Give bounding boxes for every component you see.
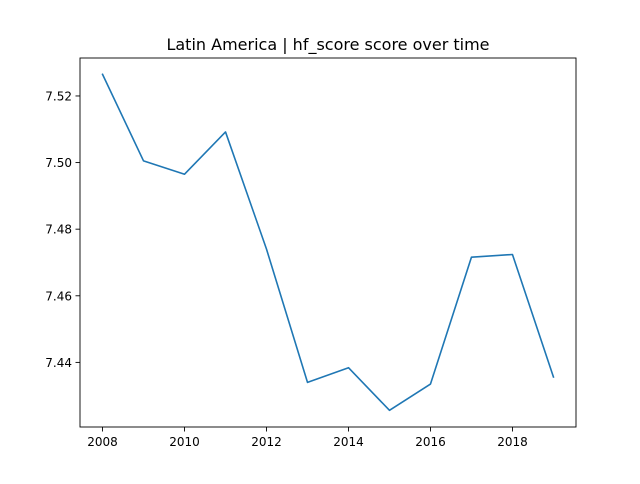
x-tick-label: 2014 — [333, 435, 364, 449]
y-tick-label: 7.52 — [45, 89, 72, 103]
x-tick-label: 2012 — [251, 435, 282, 449]
x-tick-label: 2016 — [415, 435, 446, 449]
series-line-0 — [101, 73, 555, 412]
y-tick-label: 7.44 — [45, 356, 72, 370]
x-tick-label: 2010 — [169, 435, 200, 449]
y-tick-label: 7.50 — [45, 156, 72, 170]
plot-area: 2008 2010 2012 2014 2016 2018 7.44 7.46 7.48 7.50… — [45, 57, 577, 449]
x-tick-label: 2008 — [87, 435, 118, 449]
chart-title: Latin America | hf_score score over time — [166, 35, 489, 55]
y-tick-label: 7.48 — [45, 223, 72, 237]
y-tick-label: 7.46 — [45, 289, 72, 303]
axes-frame — [79, 57, 577, 428]
x-tick-label: 2018 — [497, 435, 528, 449]
